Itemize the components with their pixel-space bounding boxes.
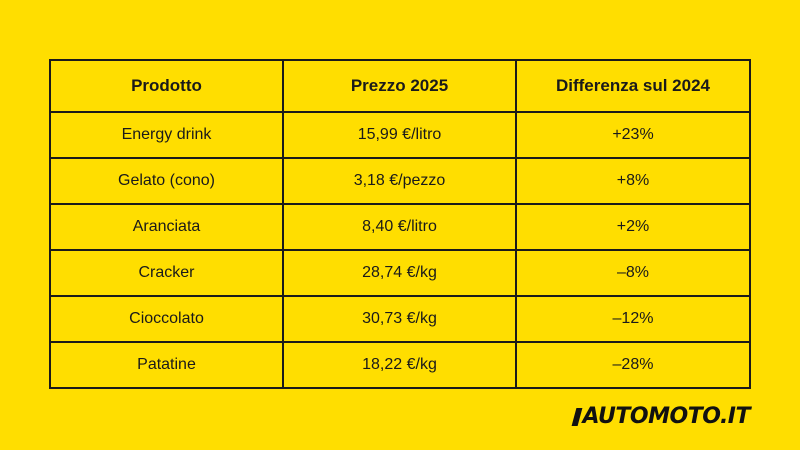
cell-diff: –12% [515,295,751,343]
cell-price: 30,73 €/kg [282,295,517,343]
cell-diff: +8% [515,157,751,205]
cell-diff: +2% [515,203,751,251]
header-price-2025: Prezzo 2025 [282,59,517,113]
table-row: Gelato (cono) 3,18 €/pezzo +8% [49,157,751,205]
logo-text: AUTOMOTO.IT [582,404,751,429]
cell-product: Energy drink [49,111,284,159]
table-row: Aranciata 8,40 €/litro +2% [49,203,751,251]
automoto-logo: AUTOMOTO.IT [571,404,751,429]
header-row: Prodotto Prezzo 2025 Differenza sul 2024 [49,59,751,113]
table-row: Cioccolato 30,73 €/kg –12% [49,295,751,343]
logo-speed-mark-icon [571,407,582,426]
cell-product: Patatine [49,341,284,389]
table-row: Cracker 28,74 €/kg –8% [49,249,751,297]
cell-price: 28,74 €/kg [282,249,517,297]
cell-price: 18,22 €/kg [282,341,517,389]
cell-price: 15,99 €/litro [282,111,517,159]
cell-product: Aranciata [49,203,284,251]
cell-price: 3,18 €/pezzo [282,157,517,205]
price-comparison-table: Prodotto Prezzo 2025 Differenza sul 2024… [49,59,751,389]
header-difference-2024: Differenza sul 2024 [515,59,751,113]
cell-diff: –28% [515,341,751,389]
table-body: Energy drink 15,99 €/litro +23% Gelato (… [49,111,751,389]
cell-product: Cioccolato [49,295,284,343]
table-row: Energy drink 15,99 €/litro +23% [49,111,751,159]
cell-price: 8,40 €/litro [282,203,517,251]
cell-product: Cracker [49,249,284,297]
header-product: Prodotto [49,59,284,113]
table-row: Patatine 18,22 €/kg –28% [49,341,751,389]
cell-product: Gelato (cono) [49,157,284,205]
cell-diff: +23% [515,111,751,159]
cell-diff: –8% [515,249,751,297]
table-header: Prodotto Prezzo 2025 Differenza sul 2024 [49,59,751,113]
